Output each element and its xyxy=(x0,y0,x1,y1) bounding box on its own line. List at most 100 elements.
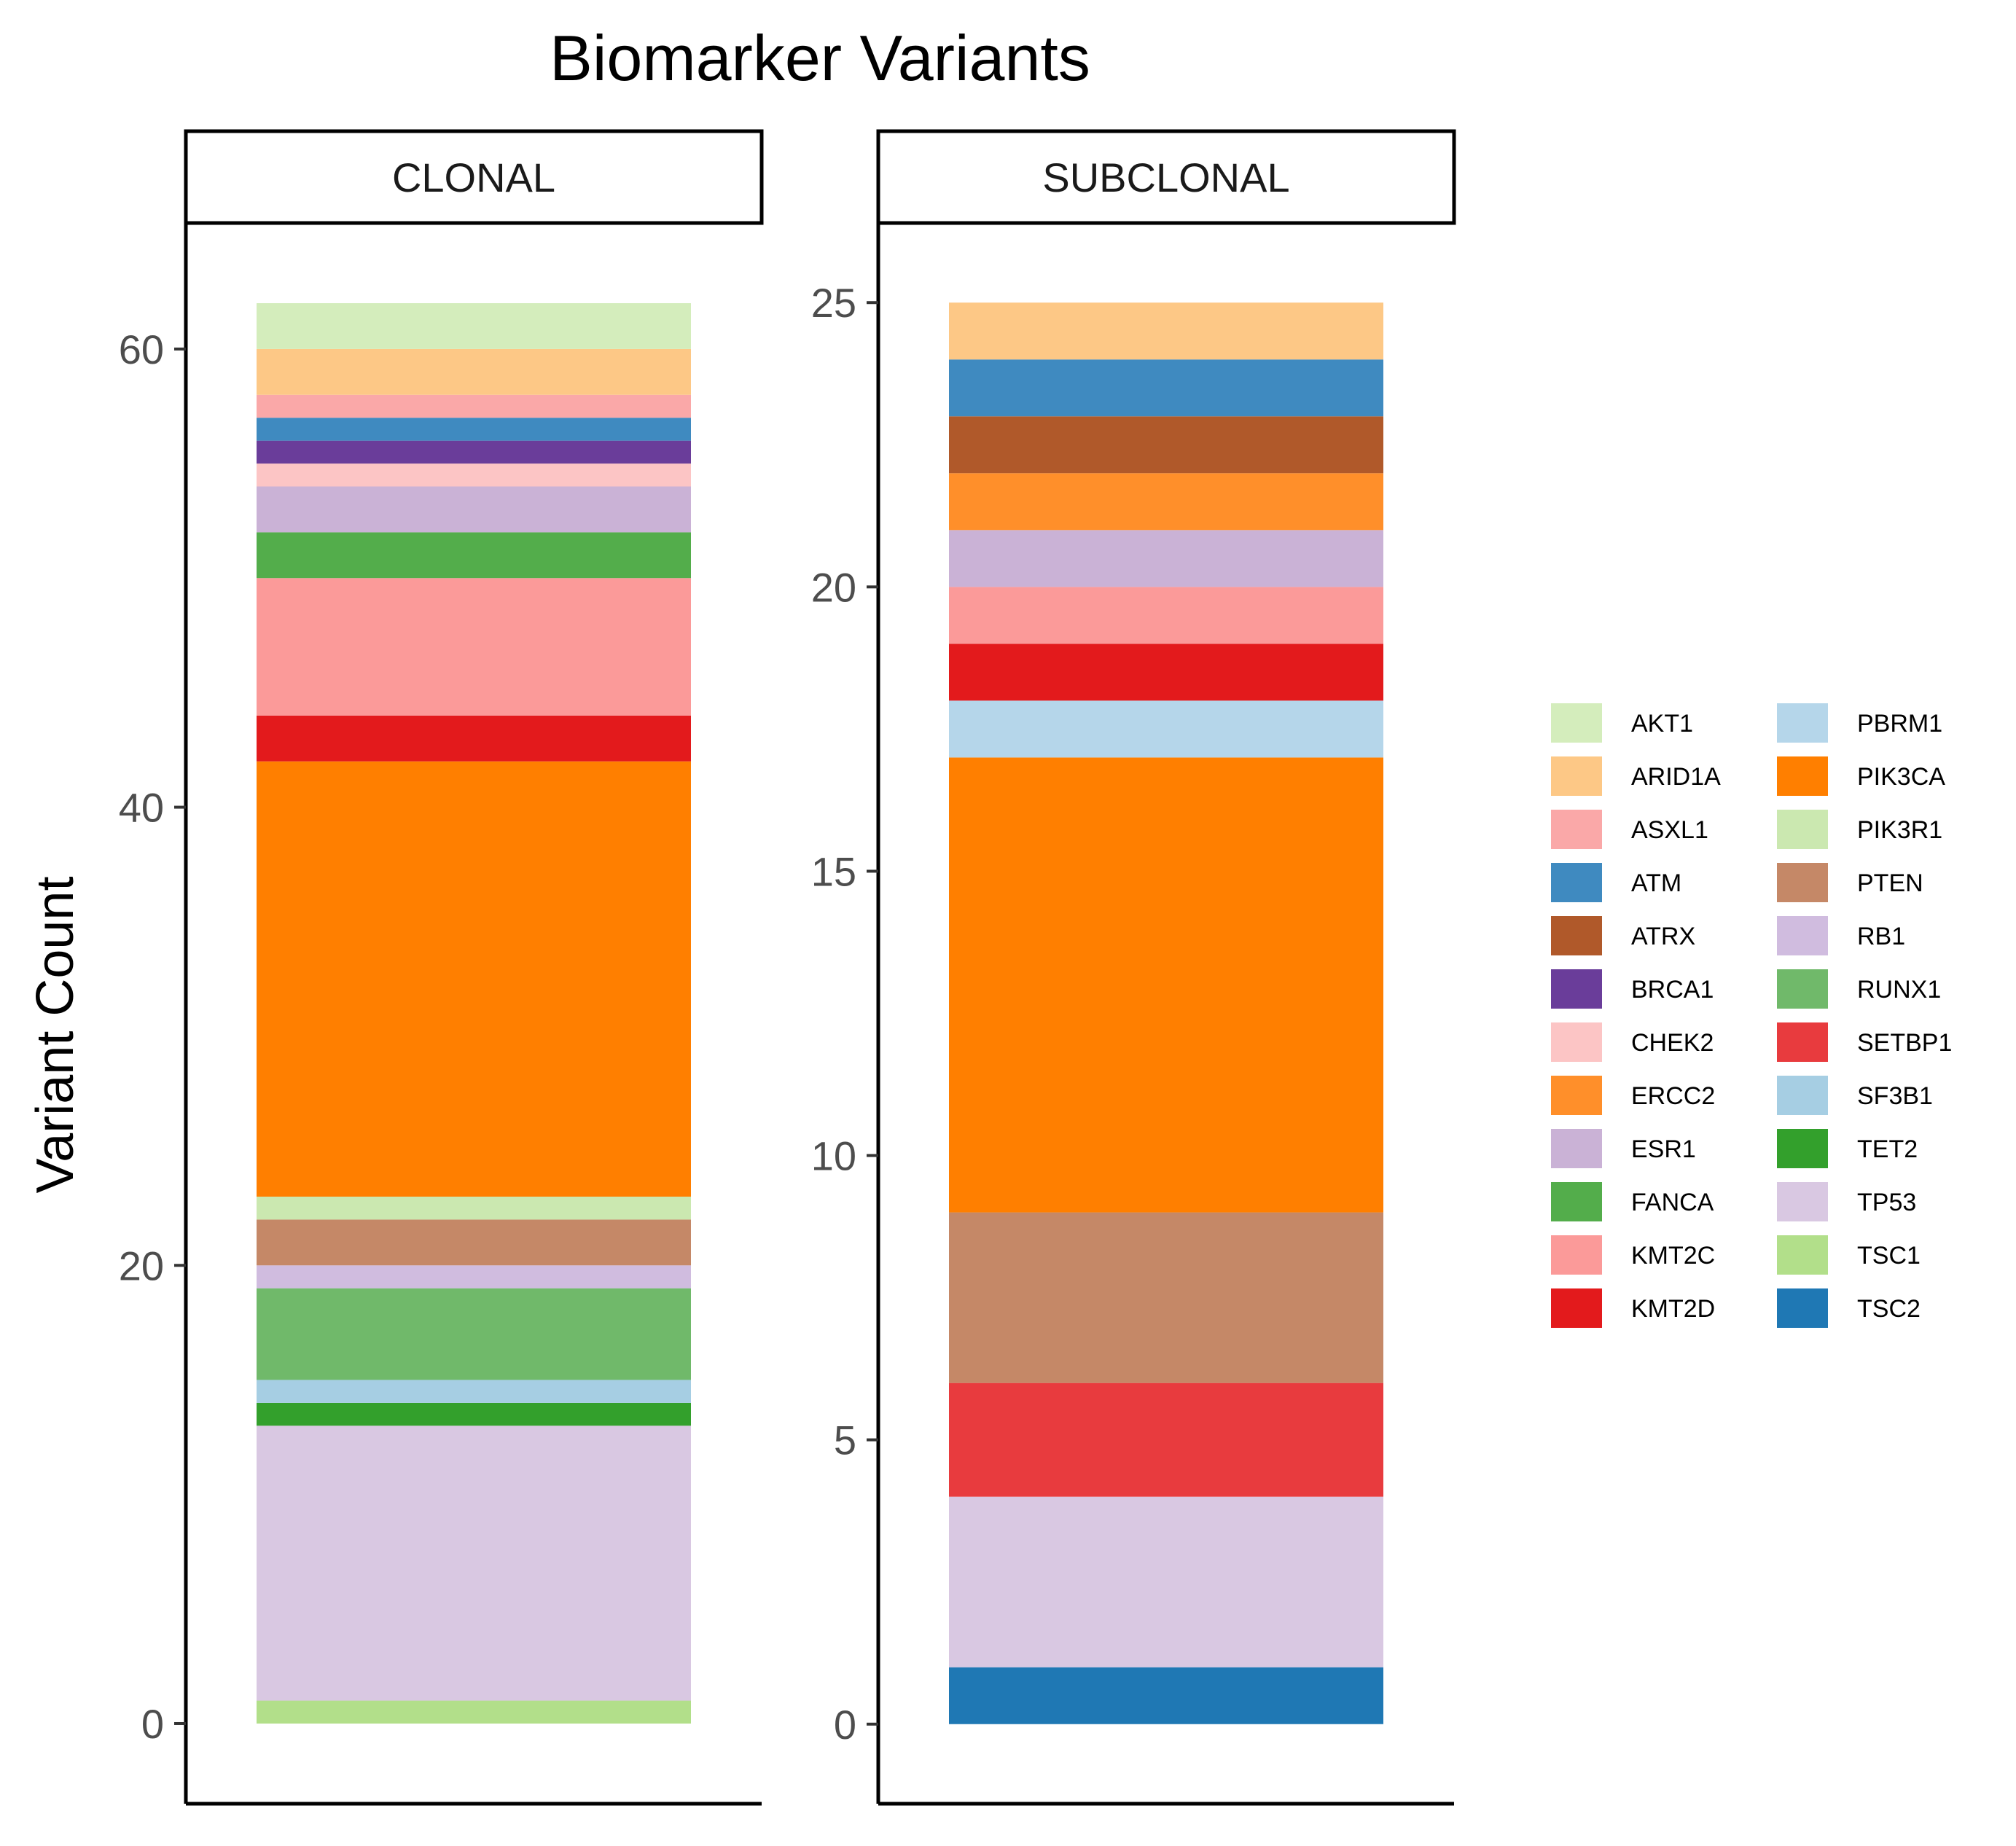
legend-item-rb1: RB1 xyxy=(1777,916,1905,955)
legend: AKT1 ARID1A ASXL1 ATM ATRX BRCA1 CHEK2 ERCC2 ESR… xyxy=(1551,703,1952,1328)
legend-key xyxy=(1551,863,1602,902)
legend-key xyxy=(1551,916,1602,955)
bar-segment-rb1 xyxy=(257,1265,691,1288)
bar-segment-atm xyxy=(949,359,1383,417)
legend-label: FANCA xyxy=(1631,1189,1714,1216)
bar-segment-pten xyxy=(257,1219,691,1266)
y-tick-label: 5 xyxy=(834,1417,856,1463)
legend-label: ATM xyxy=(1631,869,1681,897)
legend-key xyxy=(1551,810,1602,849)
legend-key xyxy=(1777,1288,1828,1328)
bar-segment-pbrm1 xyxy=(949,700,1383,758)
y-tick-label: 20 xyxy=(811,564,856,610)
legend-label: RB1 xyxy=(1857,923,1905,950)
chart-title: Biomarker Variants xyxy=(550,22,1090,94)
y-tick-label: 40 xyxy=(119,785,164,831)
legend-label: KMT2D xyxy=(1631,1295,1715,1323)
legend-label: ATRX xyxy=(1631,923,1695,950)
bar-segment-esr1 xyxy=(257,486,691,533)
legend-key xyxy=(1551,1129,1602,1168)
bar-segment-tp53 xyxy=(949,1496,1383,1667)
bar-segment-pik3ca xyxy=(949,757,1383,1213)
legend-item-pten: PTEN xyxy=(1777,863,1923,902)
legend-key xyxy=(1777,1022,1828,1062)
bar-segment-arid1a xyxy=(949,302,1383,360)
legend-key xyxy=(1777,1182,1828,1221)
legend-label: SETBP1 xyxy=(1857,1029,1952,1057)
bar-segment-chek2 xyxy=(257,464,691,487)
legend-key xyxy=(1777,1076,1828,1115)
legend-item-tsc2: TSC2 xyxy=(1777,1288,1921,1328)
legend-key xyxy=(1777,969,1828,1009)
facet-panels: CLONAL 0 20 40 60 SUBCLONAL 0 5 10 15 20 25 xyxy=(119,129,1456,1806)
facet-strip-label: SUBCLONAL xyxy=(1042,155,1289,200)
legend-label: AKT1 xyxy=(1631,710,1693,738)
legend-item-runx1: RUNX1 xyxy=(1777,969,1941,1009)
legend-label: ARID1A xyxy=(1631,763,1721,791)
legend-item-esr1: ESR1 xyxy=(1551,1129,1696,1168)
legend-key xyxy=(1551,1182,1602,1221)
legend-key xyxy=(1551,1235,1602,1275)
legend-item-tet2: TET2 xyxy=(1777,1129,1918,1168)
legend-label: PIK3R1 xyxy=(1857,816,1942,844)
bar-segment-tp53 xyxy=(257,1425,691,1701)
legend-item-kmt2d: KMT2D xyxy=(1551,1288,1715,1328)
legend-key xyxy=(1551,969,1602,1009)
bar-segment-ercc2 xyxy=(949,473,1383,531)
facet-panel-subclonal: SUBCLONAL 0 5 10 15 20 25 xyxy=(811,129,1456,1806)
y-tick-label: 0 xyxy=(141,1701,164,1747)
legend-label: TP53 xyxy=(1857,1189,1916,1216)
legend-item-kmt2c: KMT2C xyxy=(1551,1235,1715,1275)
legend-label: SF3B1 xyxy=(1857,1082,1933,1110)
legend-label: TSC1 xyxy=(1857,1242,1921,1270)
y-tick-label: 25 xyxy=(811,280,856,326)
bar-segment-tsc1 xyxy=(257,1700,691,1724)
legend-label: BRCA1 xyxy=(1631,976,1714,1004)
y-tick-label: 10 xyxy=(811,1133,856,1179)
facet-strip xyxy=(876,129,1456,225)
legend-item-tsc1: TSC1 xyxy=(1777,1235,1921,1275)
legend-item-fanca: FANCA xyxy=(1551,1182,1714,1221)
legend-item-pik3ca: PIK3CA xyxy=(1777,756,1945,796)
legend-key xyxy=(1777,1235,1828,1275)
bar-segment-kmt2c xyxy=(257,578,691,716)
bar-segment-asxl1 xyxy=(257,394,691,418)
legend-item-atrx: ATRX xyxy=(1551,916,1695,955)
legend-label: CHEK2 xyxy=(1631,1029,1714,1057)
legend-key xyxy=(1777,916,1828,955)
legend-item-chek2: CHEK2 xyxy=(1551,1022,1714,1062)
legend-key xyxy=(1777,1129,1828,1168)
y-tick-label: 15 xyxy=(811,848,856,894)
bar-segment-tsc2 xyxy=(949,1667,1383,1724)
bar-segment-pik3ca xyxy=(257,761,691,1197)
bar-segment-setbp1 xyxy=(949,1382,1383,1497)
legend-key xyxy=(1551,756,1602,796)
legend-item-arid1a: ARID1A xyxy=(1551,756,1721,796)
legend-item-atm: ATM xyxy=(1551,863,1681,902)
facet-strip xyxy=(184,129,764,225)
bar-segment-atm xyxy=(257,418,691,441)
bar-segment-runx1 xyxy=(257,1288,691,1380)
legend-key xyxy=(1777,703,1828,743)
bar-segment-pik3r1 xyxy=(257,1196,691,1220)
legend-label: ASXL1 xyxy=(1631,816,1708,844)
legend-item-setbp1: SETBP1 xyxy=(1777,1022,1952,1062)
bar-segment-tet2 xyxy=(257,1402,691,1426)
y-tick-label: 0 xyxy=(834,1702,856,1748)
legend-item-pik3r1: PIK3R1 xyxy=(1777,810,1942,849)
bar-segment-kmt2d xyxy=(949,644,1383,701)
facet-panel-clonal: CLONAL 0 20 40 60 xyxy=(119,129,764,1806)
bar-segment-kmt2c xyxy=(949,587,1383,644)
bar-segment-esr1 xyxy=(949,530,1383,587)
legend-item-asxl1: ASXL1 xyxy=(1551,810,1708,849)
y-axis-label: Variant Count xyxy=(26,877,85,1194)
bar-segment-sf3b1 xyxy=(257,1380,691,1403)
legend-key xyxy=(1551,1076,1602,1115)
legend-label: ERCC2 xyxy=(1631,1082,1715,1110)
legend-item-akt1: AKT1 xyxy=(1551,703,1693,743)
legend-key xyxy=(1777,756,1828,796)
legend-key xyxy=(1551,1288,1602,1328)
legend-item-brca1: BRCA1 xyxy=(1551,969,1714,1009)
legend-key xyxy=(1777,863,1828,902)
